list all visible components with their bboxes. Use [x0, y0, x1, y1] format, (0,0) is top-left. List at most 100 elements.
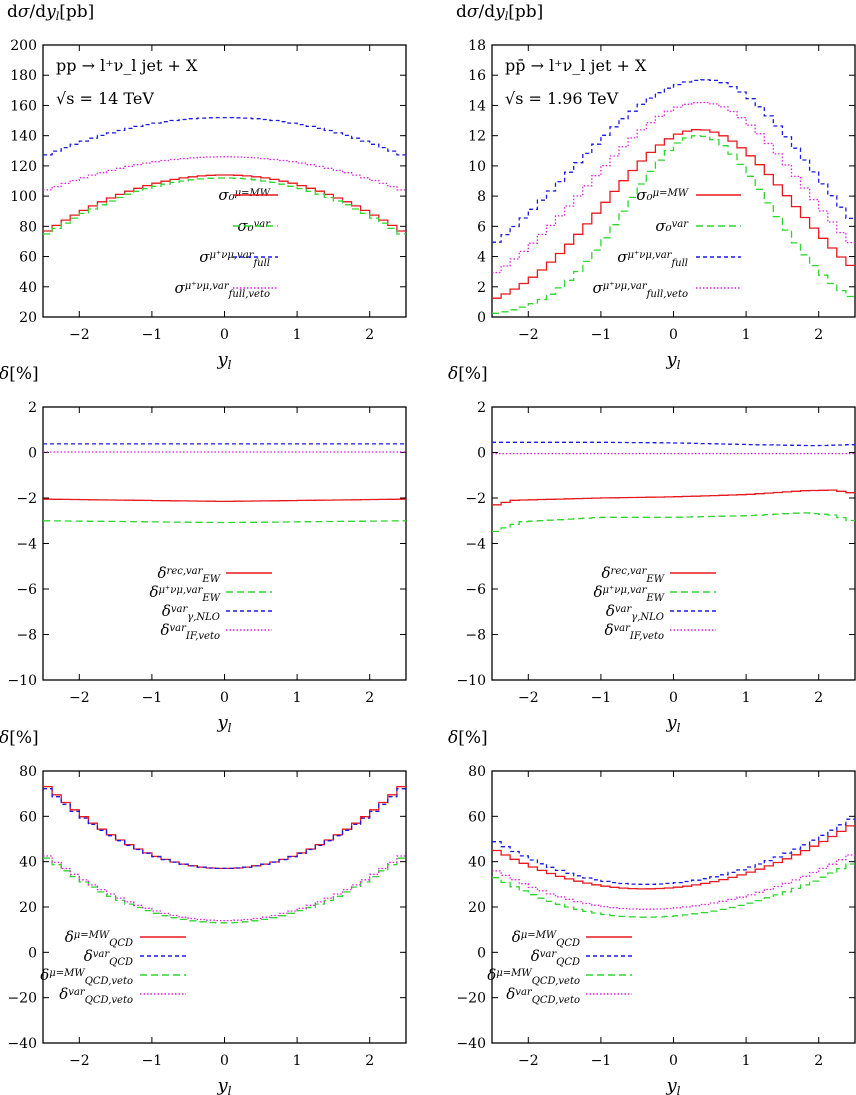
legend-label: δμ⁺νμ,varEW	[149, 583, 220, 604]
y-tick-label: −40	[7, 1036, 37, 1052]
x-tick-label: −1	[142, 1053, 163, 1069]
x-tick-label: 1	[742, 327, 751, 343]
y-tick-label: −2	[16, 491, 37, 507]
series-line-red	[43, 498, 406, 503]
legend-label: σ₀μ=MW	[636, 186, 688, 204]
y-tick-label: 80	[19, 764, 37, 780]
process-annotation: pp̄ → l⁺ν_l jet + X	[505, 56, 647, 75]
y-axis-label: δ[%]	[448, 728, 488, 748]
legend-label: δvarQCD	[84, 947, 133, 968]
x-tick-label: 0	[220, 1053, 229, 1069]
series-line-red	[492, 489, 855, 506]
x-tick-label: 1	[742, 690, 751, 706]
y-tick-label: 4	[477, 250, 486, 266]
legend-label: δrec,varEW	[158, 564, 221, 585]
series-line-green	[492, 863, 855, 918]
process-annotation: √s = 1.96 TeV	[505, 89, 619, 108]
series-line-blue	[492, 818, 855, 885]
series-line-blue	[492, 441, 855, 447]
x-tick-label: 1	[742, 1053, 751, 1069]
x-tick-label: 2	[814, 1053, 823, 1069]
x-tick-label: −1	[591, 327, 612, 343]
y-tick-label: 40	[19, 855, 37, 871]
process-annotation: √s = 14 TeV	[56, 89, 154, 108]
y-tick-label: −10	[7, 673, 37, 689]
y-tick-label: 18	[468, 38, 486, 54]
x-tick-label: 2	[365, 690, 374, 706]
legend-label: δvarQCD,veto	[506, 985, 580, 1006]
x-tick-label: −1	[591, 690, 612, 706]
y-tick-label: −4	[16, 537, 37, 553]
y-tick-label: −6	[16, 582, 37, 598]
x-tick-label: 1	[293, 690, 302, 706]
x-tick-label: −2	[69, 327, 90, 343]
x-tick-label: −2	[69, 1053, 90, 1069]
y-tick-label: 180	[10, 68, 37, 84]
y-tick-label: −8	[465, 628, 486, 644]
y-tick-label: 0	[477, 446, 486, 462]
y-tick-label: 200	[10, 38, 37, 54]
legend-label: σ₀var	[655, 217, 689, 235]
x-tick-label: −2	[518, 690, 539, 706]
y-tick-label: 60	[19, 809, 37, 825]
y-tick-label: 140	[10, 129, 37, 145]
y-tick-label: 0	[28, 446, 37, 462]
x-tick-label: −1	[142, 327, 163, 343]
x-axis-label: yl	[216, 1075, 231, 1095]
y-tick-label: 40	[19, 280, 37, 296]
y-tick-label: −6	[465, 582, 486, 598]
legend-label: δvarQCD	[531, 947, 580, 968]
x-tick-label: 0	[220, 327, 229, 343]
y-tick-label: 20	[19, 900, 37, 916]
process-annotation: pp → l⁺ν_l jet + X	[56, 56, 198, 75]
y-tick-label: −4	[465, 537, 486, 553]
legend-label: σμ⁺νμ,varfull	[617, 248, 688, 269]
x-tick-label: 0	[220, 690, 229, 706]
x-tick-label: 1	[293, 327, 302, 343]
y-axis-label: dσ/dyl[pb]	[7, 2, 94, 23]
chart-panel-mid-right: −10−8−6−4−202−2 −1 0 1 2δ[%]ylδrec,varEWδμ⁺ν…	[448, 364, 856, 735]
legend-label: δrec,varEW	[602, 564, 665, 585]
series-line-magenta	[492, 854, 855, 910]
x-tick-label: 2	[365, 1053, 374, 1069]
plot-frame	[42, 44, 407, 318]
y-tick-label: −20	[456, 991, 486, 1007]
x-tick-label: −1	[591, 1053, 612, 1069]
x-axis-label: yl	[216, 349, 231, 372]
y-axis-label: δ[%]	[448, 364, 488, 384]
legend-label: σμ⁺νμ,varfull,veto	[592, 279, 688, 300]
x-axis-label: yl	[665, 712, 680, 735]
legend-label: δvarγ,NLO	[162, 602, 220, 623]
y-tick-label: 0	[28, 945, 37, 961]
series-line-red	[492, 129, 855, 299]
legend-label: δμ=MWQCD,veto	[487, 966, 580, 987]
series-line-blue	[492, 79, 855, 243]
x-tick-label: −2	[518, 1053, 539, 1069]
y-tick-label: 2	[477, 280, 486, 296]
legend-label: δμ=MWQCD	[65, 928, 133, 949]
x-axis-label: yl	[665, 349, 680, 372]
x-tick-label: 0	[669, 1053, 678, 1069]
y-axis-label: dσ/dyl[pb]	[456, 2, 543, 23]
y-tick-label: 80	[468, 764, 486, 780]
y-tick-label: 160	[10, 98, 37, 114]
series-line-green	[43, 520, 406, 524]
legend-label: δμ⁺νμ,varEW	[593, 583, 664, 604]
y-tick-label: 0	[477, 310, 486, 326]
y-tick-label: 80	[19, 219, 37, 235]
y-tick-label: 100	[10, 189, 37, 205]
series-line-blue	[43, 116, 406, 156]
legend-label: σμ⁺νμ,varfull	[199, 248, 270, 269]
x-axis-label: yl	[665, 1075, 680, 1095]
y-tick-label: 120	[10, 159, 37, 175]
series-line-green	[43, 857, 406, 924]
legend-label: δμ=MWQCD	[512, 928, 580, 949]
series-line-green	[492, 135, 855, 314]
y-tick-label: 2	[477, 400, 486, 416]
series-line-blue	[43, 788, 406, 870]
x-tick-label: 2	[814, 690, 823, 706]
y-tick-label: 60	[468, 809, 486, 825]
y-tick-label: 2	[28, 400, 37, 416]
